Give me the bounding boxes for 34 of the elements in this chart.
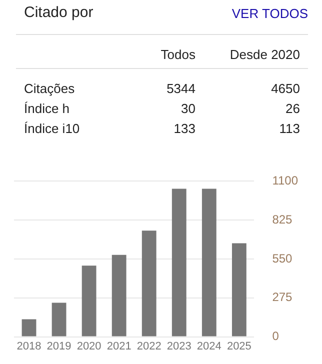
x-tick-label: 2021 (106, 340, 132, 352)
y-tick-label: 1100 (272, 174, 298, 188)
bar (172, 188, 186, 336)
bar (232, 243, 246, 336)
y-tick-label: 550 (272, 251, 293, 266)
bar (52, 302, 66, 336)
bar (82, 266, 96, 336)
bar (202, 188, 216, 336)
y-tick-label: 275 (272, 290, 293, 304)
x-tick-label: 2020 (76, 340, 102, 352)
text: Desde 2020 (228, 46, 301, 64)
text: Citado por (24, 4, 94, 21)
category-label: Citações (23, 80, 76, 98)
data-label: 4650 (270, 80, 301, 98)
text: Todos (160, 46, 196, 64)
category-label: Índice i10 (23, 120, 81, 138)
x-tick-label: 2022 (136, 340, 162, 352)
data-label: 5344 (166, 80, 196, 98)
x-tick-label: 2025 (226, 340, 252, 352)
x-tick-label: 2018 (16, 340, 42, 352)
data-label: 133 (172, 120, 196, 138)
y-tick-label: 825 (272, 212, 293, 226)
data-label: 26 (284, 100, 301, 118)
category-label: Índice h (23, 100, 71, 118)
data-label: 30 (180, 100, 196, 118)
text: VER TODOS (232, 6, 308, 21)
bar (112, 254, 126, 336)
bar (22, 319, 36, 336)
x-tick-label: 2019 (46, 340, 72, 352)
x-tick-label: 2023 (166, 340, 192, 352)
bar (142, 230, 156, 336)
y-tick-label: 0 (272, 329, 280, 344)
x-tick-label: 2024 (196, 340, 222, 352)
data-label: 113 (278, 120, 301, 138)
